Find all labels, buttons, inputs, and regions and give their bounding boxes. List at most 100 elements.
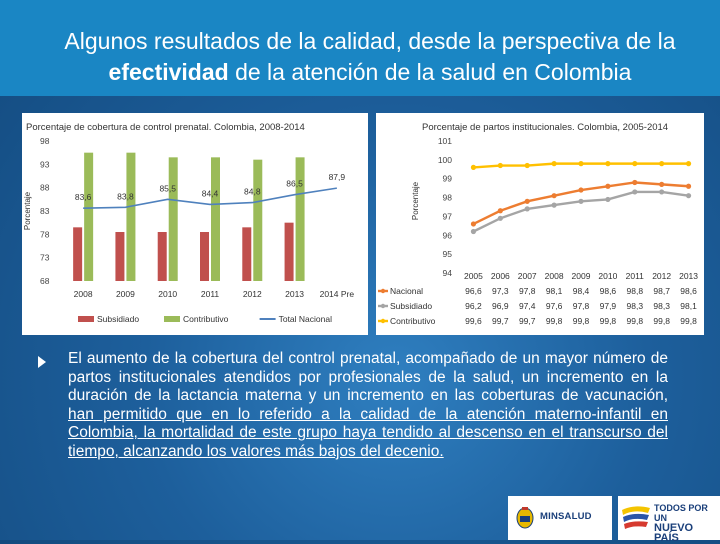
series-marker (497, 208, 503, 214)
table-cell: 97,3 (492, 286, 509, 296)
series-marker (659, 181, 665, 187)
table-cell: 97,4 (519, 301, 536, 311)
series-marker (551, 161, 557, 167)
table-cell: 99,7 (519, 316, 536, 326)
legend-swatch-marker (380, 288, 386, 294)
data-label: 83,6 (75, 192, 92, 202)
y-tick-label: 99 (443, 174, 453, 184)
table-cell: 97,8 (573, 301, 590, 311)
y-tick-label: 96 (443, 230, 453, 240)
brushstroke-flag-icon (622, 506, 650, 529)
bar-contributivo (126, 152, 136, 281)
table-cell: 99,8 (600, 316, 617, 326)
institutional-births-chart: Porcentaje de partos institucionales. Co… (376, 113, 704, 335)
todos-line-2: NUEVO PAÍS (654, 522, 694, 544)
data-label: 83,8 (117, 191, 134, 201)
table-year: 2005 (464, 271, 483, 281)
table-cell: 99,7 (492, 316, 509, 326)
x-tick-label: 2008 (74, 289, 93, 299)
births-chart-svg: Porcentaje 94 95 96 97 98 99 100 101 2005 2006 2007… (378, 136, 698, 326)
title-rest: de la atención de la salud en Colombia (228, 59, 632, 85)
title-line-1: Algunos resultados de la calidad, desde … (64, 28, 676, 54)
series-marker (605, 161, 611, 167)
series-marker (632, 189, 638, 195)
table-cell: 96,9 (492, 301, 509, 311)
table-year: 2009 (572, 271, 591, 281)
bar-contributivo (295, 157, 305, 281)
todos-line-1: TODOS POR UN (654, 503, 708, 523)
x-tick-label: 2011 (201, 289, 220, 299)
series-marker (605, 183, 611, 189)
series-line-total-nacional (83, 187, 337, 209)
table-cell: 98,6 (680, 286, 697, 296)
table-cell: 96,6 (465, 286, 482, 296)
table-row-label: Subsidiado (390, 301, 432, 311)
minsalud-logo: MINSALUD (508, 496, 612, 540)
x-tick-label: 2014 Pre (320, 289, 355, 299)
series-marker (470, 164, 477, 170)
table-cell: 98,3 (627, 301, 644, 311)
y-axis-label: Porcentaje (23, 191, 32, 230)
bar-subsidiado (284, 222, 294, 281)
y-tick-label: 95 (443, 249, 453, 259)
y-tick-label: 97 (443, 211, 453, 221)
bullet-arrow-icon (38, 356, 46, 368)
table-cell: 99,6 (465, 316, 482, 326)
table-cell: 97,8 (519, 286, 536, 296)
table-year: 2007 (518, 271, 537, 281)
bullet-text: El aumento de la cobertura del control p… (68, 350, 668, 462)
table-cell: 98,3 (653, 301, 670, 311)
series-marker (685, 193, 692, 199)
series-marker (659, 161, 665, 167)
table-year: 2010 (598, 271, 617, 281)
table-cell: 98,4 (573, 286, 590, 296)
series-marker (659, 189, 665, 195)
series-marker (524, 162, 530, 169)
x-tick-label: 2009 (116, 289, 135, 299)
y-tick-label: 100 (438, 155, 452, 165)
data-label: 86,5 (286, 179, 303, 189)
prenatal-coverage-chart: Porcentaje de cobertura de control prena… (22, 113, 368, 335)
series-marker (524, 198, 530, 204)
series-marker (551, 202, 557, 208)
y-tick-label: 88 (40, 183, 50, 193)
bar-subsidiado (115, 232, 125, 281)
bar-contributivo (84, 152, 94, 281)
table-cell: 98,1 (680, 301, 697, 311)
minsalud-text: MINSALUD (540, 511, 592, 522)
table-cell: 99,8 (653, 316, 670, 326)
legend-swatch (164, 316, 180, 322)
table-year: 2006 (491, 271, 510, 281)
table-row-label: Contributivo (390, 316, 436, 326)
data-label: 85,5 (159, 183, 176, 193)
table-year: 2008 (545, 271, 564, 281)
y-tick-label: 73 (40, 253, 50, 263)
bar-subsidiado (157, 232, 167, 281)
bar-contributivo (211, 157, 220, 281)
series-marker (551, 193, 557, 199)
table-cell: 99,8 (680, 316, 697, 326)
series-marker (632, 179, 638, 186)
y-tick-label: 98 (443, 193, 453, 203)
table-cell: 97,9 (600, 301, 617, 311)
series-line (472, 190, 689, 233)
title-bold-word: efectividad (108, 59, 229, 85)
y-tick-label: 83 (40, 206, 50, 216)
bar-subsidiado (200, 232, 209, 281)
series-marker (632, 161, 638, 167)
coat-of-arms-icon (516, 507, 534, 529)
series-marker (470, 221, 477, 227)
y-tick-label: 98 (40, 136, 50, 146)
y-tick-label: 78 (40, 229, 50, 239)
series-marker (685, 161, 692, 167)
bar-subsidiado (242, 227, 252, 281)
table-cell: 98,8 (627, 286, 644, 296)
table-cell: 99,8 (546, 316, 563, 326)
bar-contributivo (253, 159, 263, 281)
series-marker (497, 162, 503, 169)
series-marker (578, 198, 584, 204)
bullet-underlined-text: han permitido que en lo referido a la ca… (68, 405, 668, 460)
x-tick-label: 2012 (243, 289, 262, 299)
prenatal-chart-svg: Porcentaje 68 73 78 83 88 93 98 2008 2009 2010 2011… (23, 136, 355, 324)
table-row-label: Nacional (390, 286, 423, 296)
